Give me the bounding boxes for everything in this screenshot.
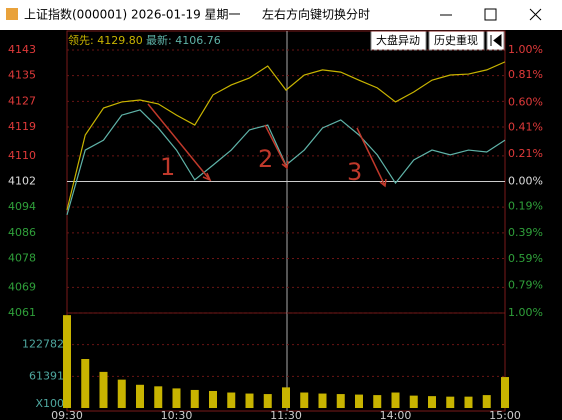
volume-bar	[501, 377, 509, 408]
app-icon	[6, 8, 18, 20]
title-bar	[0, 0, 562, 30]
y-tick-label: 122782	[22, 338, 64, 351]
volume-bar	[482, 395, 491, 408]
y-tick-label: 61391	[29, 369, 64, 382]
y2-tick-label: 0.81%	[508, 68, 543, 81]
x-tick-label: 11:30	[270, 409, 302, 420]
y2-tick-label: 0.41%	[508, 121, 543, 134]
y-tick-label: 4069	[8, 280, 36, 293]
button-label[interactable]: 历史重现	[434, 33, 478, 47]
back-icon	[490, 33, 502, 48]
leading: 领先: 4129.80	[68, 34, 143, 47]
volume-bar	[391, 392, 400, 408]
volume-bar	[300, 392, 309, 408]
annotation: 2	[258, 145, 273, 173]
volume-bar	[209, 390, 217, 408]
volume-bar	[117, 379, 126, 408]
chart-bg	[0, 30, 562, 420]
close[interactable]	[529, 8, 542, 21]
volume-bar	[190, 389, 199, 408]
volume-bar	[464, 396, 473, 408]
annotations: 1 2 3	[147, 103, 387, 188]
latest: 最新: 4106.76	[146, 33, 221, 47]
plot: 4143 4135 4127 4119 4110 4102 4094 4086 4078 4069…	[8, 43, 543, 420]
x-tick-label: 09:30	[51, 409, 83, 420]
volume-bar	[81, 358, 90, 408]
volume-bar	[428, 396, 436, 408]
arrow	[147, 103, 212, 182]
volume-bar	[172, 388, 181, 408]
plot-frame	[66, 30, 506, 412]
y-tick-label: 4078	[8, 251, 36, 264]
volume-bar	[136, 384, 144, 408]
arrow	[356, 127, 387, 188]
price-line	[66, 61, 506, 211]
annotation: 3	[347, 158, 362, 186]
y-tick-label: 4143	[8, 43, 36, 56]
y2-tick-label: 0.00%	[508, 175, 543, 188]
volume-bar	[263, 394, 272, 408]
y-tick-label: 4127	[8, 94, 36, 107]
window-title: 上证指数(000001) 2026-01-19 星期一	[24, 7, 241, 22]
y-tick-label: 4094	[8, 200, 36, 213]
y-tick-label: 4086	[8, 226, 36, 239]
volume-bar	[63, 315, 71, 408]
y-unit: X100	[35, 397, 64, 410]
volume-bar	[409, 395, 418, 408]
y-tick-label: 4110	[8, 149, 36, 162]
button-label[interactable]: 大盘异动	[376, 33, 420, 47]
y2-tick-label: 0.79%	[508, 278, 543, 291]
volume-bar	[245, 393, 254, 408]
x-tick-label: 10:30	[161, 409, 193, 420]
y2-tick-label: 0.19%	[508, 199, 543, 212]
y-tick-label: 4119	[8, 120, 36, 133]
y2-tick-label: 0.21%	[508, 147, 543, 160]
volume-bar	[446, 396, 455, 408]
volume-bar	[227, 392, 236, 408]
y-tick-label: 4102	[8, 175, 36, 188]
y-tick-label: 4135	[8, 69, 36, 82]
hint: 左右方向键切换分时	[262, 7, 370, 22]
volume-bar	[336, 394, 345, 408]
volume-bar	[282, 387, 290, 408]
y2-tick-label: 1.00%	[508, 306, 543, 319]
y2-tick-label: 0.60%	[508, 96, 543, 109]
volume-bar	[373, 395, 382, 408]
y2-tick-label: 0.39%	[508, 226, 543, 239]
volume-bar	[99, 371, 108, 408]
maximize[interactable]	[484, 8, 497, 21]
x-tick-label: 15:00	[489, 409, 521, 420]
y2-tick-label: 1.00%	[508, 43, 543, 56]
y-tick-label: 4061	[8, 306, 36, 319]
volume-bar	[318, 393, 327, 408]
volume-bar	[154, 386, 163, 408]
arrow	[264, 124, 289, 170]
volume-bar	[355, 394, 363, 408]
y2-tick-label: 0.59%	[508, 252, 543, 265]
annotation: 1	[160, 153, 175, 181]
x-tick-label: 14:00	[380, 409, 412, 420]
